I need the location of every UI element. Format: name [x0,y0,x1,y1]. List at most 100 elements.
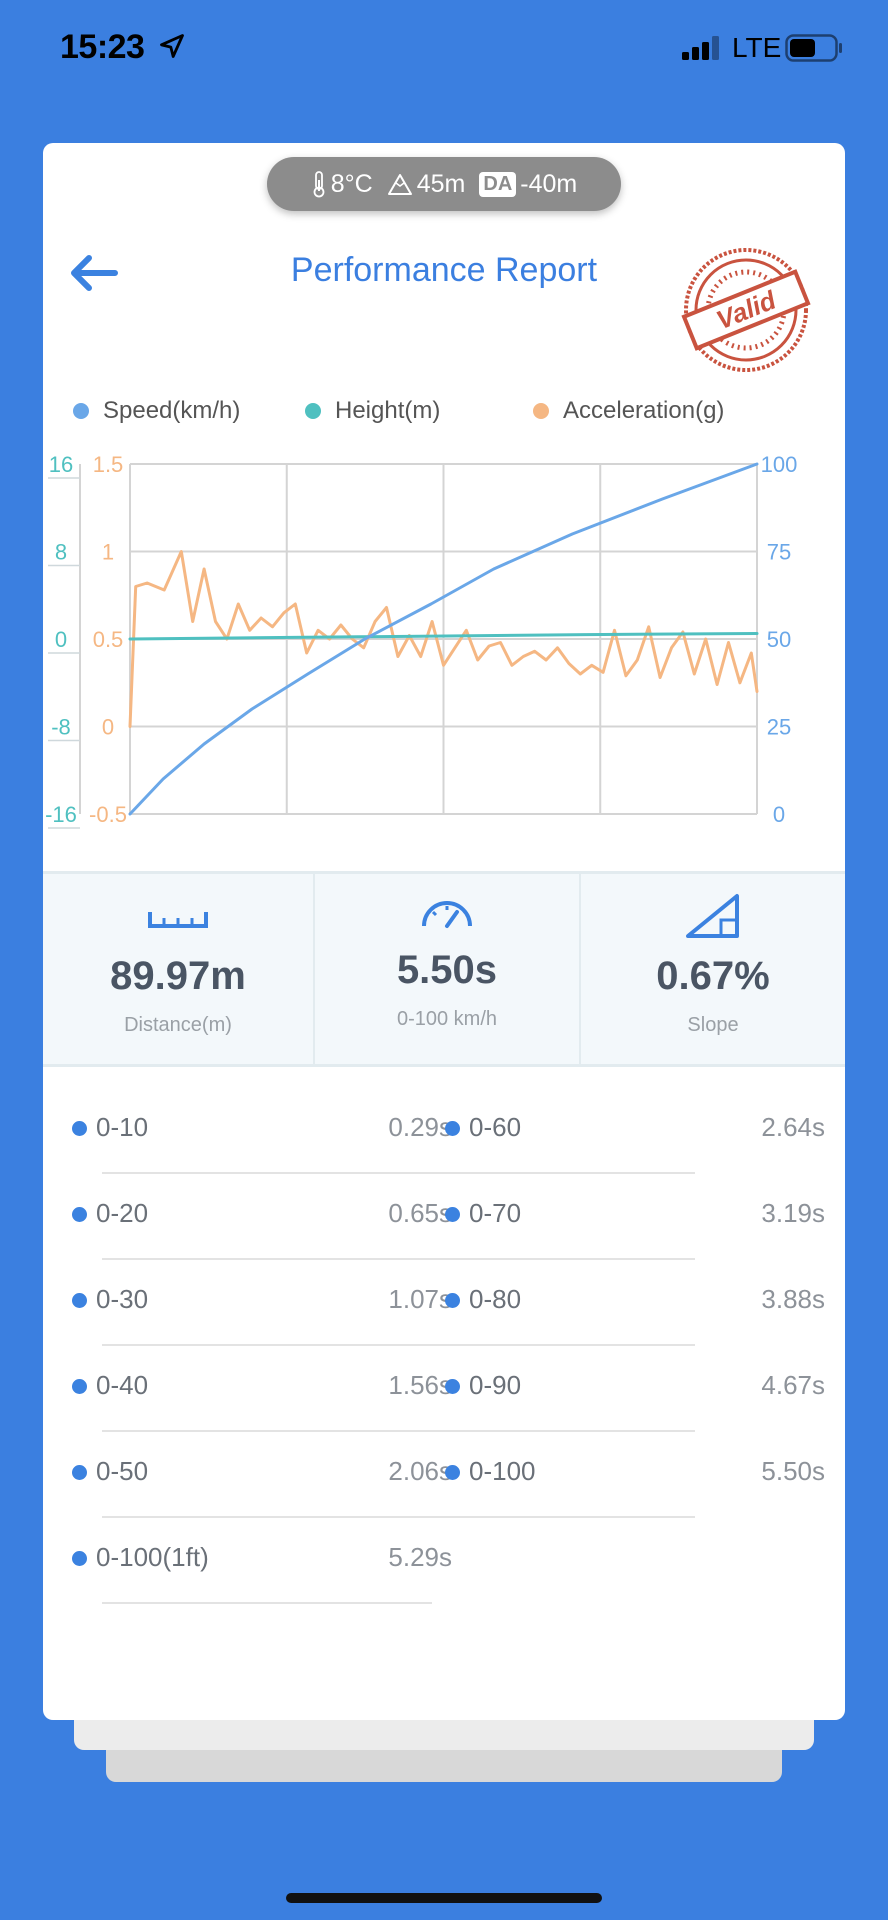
legend-item-acceleration: Acceleration(g) [533,397,724,425]
bullet-dot [445,1293,460,1308]
split-label: 0-60 [469,1112,522,1142]
list-item: 0-70 3.19s [405,1174,825,1260]
legend-item-speed: Speed(km/h) [73,397,240,425]
speed-tick-label: 25 [767,715,791,740]
altitude-value: 45m [416,169,466,198]
stat-zero-to-hundred: 5.50s 0-100 km/h [315,874,579,1064]
home-indicator[interactable] [286,1893,602,1903]
row-divider [102,1258,432,1260]
slope-icon [686,894,739,938]
series-line-height-m [128,632,759,641]
list-item: 0-100 5.50s [405,1432,825,1518]
height-tick-label: 0 [55,627,67,652]
conditions-pill: 8°C 45m DA -40m [267,157,621,211]
row-divider [405,1516,695,1518]
legend-dot [73,403,89,419]
split-label: 0-30 [96,1284,149,1314]
bullet-dot [72,1121,87,1136]
stat-value: 0.67% [656,954,770,998]
accel-tick-label: 1.5 [93,453,124,477]
stat-divider [313,874,315,1064]
legend-dot [305,403,321,419]
legend-label: Acceleration(g) [563,397,725,424]
network-label: LTE [732,32,782,63]
split-value: 3.19s [761,1198,825,1228]
speedometer-icon [422,901,472,928]
bullet-dot [445,1465,460,1480]
bullet-dot [72,1207,87,1222]
altitude-item: 45m [387,169,466,199]
stat-divider [579,874,581,1064]
split-value: 1.07s [388,1284,452,1314]
list-item: 0-30 1.07s [72,1260,452,1346]
split-value: 0.65s [388,1198,452,1228]
ruler-icon [148,912,208,928]
cellular-signal-icon [682,36,719,60]
height-tick-label: -8 [51,715,71,740]
bullet-dot [445,1379,460,1394]
split-value: 2.06s [388,1456,452,1486]
temperature-item: 8°C [311,170,373,199]
list-item: 0-20 0.65s [72,1174,452,1260]
list-item: 0-60 2.64s [405,1088,825,1174]
row-divider [405,1430,695,1432]
split-label: 0-100(1ft) [96,1542,209,1572]
chart-series [128,462,759,816]
row-divider [405,1172,695,1174]
row-divider [405,1344,695,1346]
valid-stamp-icon: Valid [681,248,811,372]
location-arrow-icon [160,34,184,58]
split-label: 0-90 [469,1370,522,1400]
bullet-dot [72,1293,87,1308]
stat-value: 5.50s [396,948,498,992]
chart-grid [129,463,758,815]
stat-value: 89.97m [110,954,246,998]
height-tick-label: 8 [55,540,67,565]
stat-label: Slope [687,1014,739,1036]
stat-label: 0-100 km/h [396,1008,498,1030]
density-altitude-item: DA -40m [479,170,577,199]
bullet-dot [72,1551,87,1566]
series-line-acceleration-g [128,550,759,728]
chart-legend: Speed(km/h) Height(m) Acceleration(g) [63,397,823,433]
density-altitude-value: -40m [520,169,578,198]
list-item: 0-10 0.29s [72,1088,452,1174]
stat-distance: 89.97m Distance(m) [43,874,313,1064]
row-divider [405,1258,695,1260]
legend-label: Speed(km/h) [103,397,241,424]
back-arrow-icon[interactable] [63,243,123,303]
thermometer-icon [313,171,325,198]
speed-tick-label: 75 [767,540,791,565]
legend-item-height: Height(m) [305,397,440,425]
list-item: 0-40 1.56s [72,1346,452,1432]
split-label: 0-80 [469,1284,522,1314]
battery-icon [785,34,842,62]
accel-tick-label: -0.5 [89,802,127,827]
bullet-dot [445,1207,460,1222]
stat-label: Distance(m) [124,1014,232,1036]
bullet-dot [72,1379,87,1394]
chart-left-axes: 16 1.5 8 1 0 0.5 -8 0 -16 -0.5 [45,453,127,829]
height-tick-label: -16 [45,802,77,827]
split-label: 0-100 [469,1456,536,1486]
density-altitude-badge: DA [479,171,517,197]
row-divider [102,1516,432,1518]
chart-right-axis: 100 75 50 25 0 [761,453,798,827]
split-label: 0-10 [96,1112,149,1142]
bullet-dot [445,1121,460,1136]
height-tick-label: 16 [49,453,73,477]
series-line-speed-km-h [128,462,759,816]
split-value: 5.50s [761,1456,825,1486]
row-divider [102,1172,432,1174]
speed-tick-label: 50 [767,627,791,652]
legend-label: Height(m) [335,397,441,424]
split-value: 1.56s [388,1370,452,1400]
speed-tick-label: 0 [773,802,785,827]
legend-dot [533,403,549,419]
split-value: 0.29s [388,1112,452,1142]
report-card: 8°C 45m DA -40m Performance Report Valid [43,143,845,1720]
mountain-icon [387,174,412,195]
bullet-dot [72,1465,87,1480]
speed-tick-label: 100 [761,453,798,477]
list-item: 0-90 4.67s [405,1346,825,1432]
